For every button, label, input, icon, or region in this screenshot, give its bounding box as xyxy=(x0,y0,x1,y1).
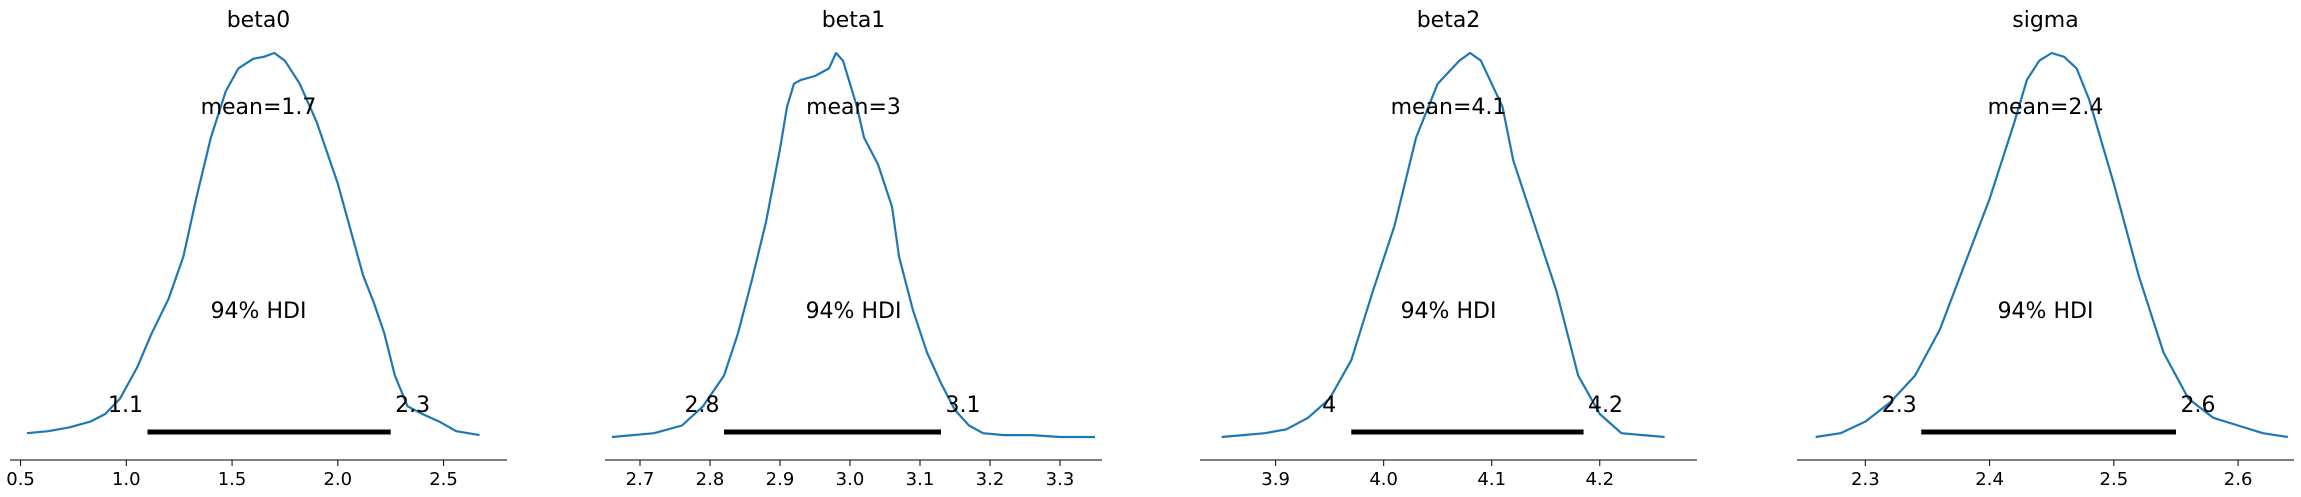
hdi-low-label: 2.8 xyxy=(685,393,720,418)
hdi-high-label: 4.2 xyxy=(1588,393,1623,418)
x-tick-label: 2.9 xyxy=(766,469,795,490)
x-tick-label: 3.1 xyxy=(906,469,935,490)
x-tick-label: 1.5 xyxy=(218,469,247,490)
hdi-high-label: 2.6 xyxy=(2180,393,2215,418)
x-tick-label: 2.0 xyxy=(323,469,352,490)
panel-title: beta0 xyxy=(227,8,291,33)
density-curve xyxy=(1221,51,1665,439)
panel-title: beta1 xyxy=(822,8,886,33)
x-tick-label: 4.0 xyxy=(1369,469,1398,490)
x-tick-label: 3.2 xyxy=(976,469,1005,490)
x-tick-label: 2.3 xyxy=(1851,469,1880,490)
x-tick-label: 3.0 xyxy=(836,469,865,490)
density-curve xyxy=(611,51,1095,439)
x-tick-label: 2.5 xyxy=(2100,469,2129,490)
hdi-label: 94% HDI xyxy=(806,299,902,324)
hdi-low-label: 2.3 xyxy=(1882,393,1917,418)
posterior-panel-sigma: sigma mean=2.4 94% HDI 2.3 2.6 2.3 2.4 2.5 2.6 xyxy=(1797,8,2294,490)
mean-label: mean=4.1 xyxy=(1391,95,1507,120)
mean-label: mean=1.7 xyxy=(201,95,317,120)
posterior-panel-beta0: beta0 mean=1.7 94% HDI 1.1 2.3 0.5 1.0 1.5 2.0 2.… xyxy=(6,8,507,490)
x-tick-label: 3.9 xyxy=(1261,469,1290,490)
hdi-label: 94% HDI xyxy=(1401,299,1497,324)
hdi-high-label: 2.3 xyxy=(395,393,430,418)
x-tick-label: 3.3 xyxy=(1046,469,1075,490)
x-tick-label: 4.2 xyxy=(1585,469,1614,490)
panel-title: sigma xyxy=(2012,8,2078,33)
x-tick-label: 2.5 xyxy=(429,469,458,490)
x-tick-label: 2.4 xyxy=(1975,469,2004,490)
mean-label: mean=2.4 xyxy=(1988,95,2104,120)
hdi-label: 94% HDI xyxy=(1998,299,2094,324)
mean-label: mean=3 xyxy=(806,95,901,120)
x-tick-label: 2.8 xyxy=(696,469,725,490)
posterior-panel-beta1: beta1 mean=3 94% HDI 2.8 3.1 2.7 2.8 2.9 3.0 3.1 3… xyxy=(605,8,1102,490)
posterior-panel-beta2: beta2 mean=4.1 94% HDI 4 4.2 3.9 4.0 4.1 4.2 xyxy=(1200,8,1697,490)
panel-title: beta2 xyxy=(1417,8,1481,33)
density-curve xyxy=(26,51,480,437)
x-tick-label: 0.5 xyxy=(6,469,35,490)
hdi-high-label: 3.1 xyxy=(946,393,981,418)
x-tick-label: 2.6 xyxy=(2224,469,2253,490)
x-tick-label: 1.0 xyxy=(112,469,141,490)
density-curve xyxy=(1815,51,2288,439)
hdi-label: 94% HDI xyxy=(211,299,307,324)
hdi-low-label: 4 xyxy=(1322,393,1336,418)
x-tick-label: 2.7 xyxy=(626,469,655,490)
hdi-low-label: 1.1 xyxy=(108,393,143,418)
x-tick-label: 4.1 xyxy=(1477,469,1506,490)
